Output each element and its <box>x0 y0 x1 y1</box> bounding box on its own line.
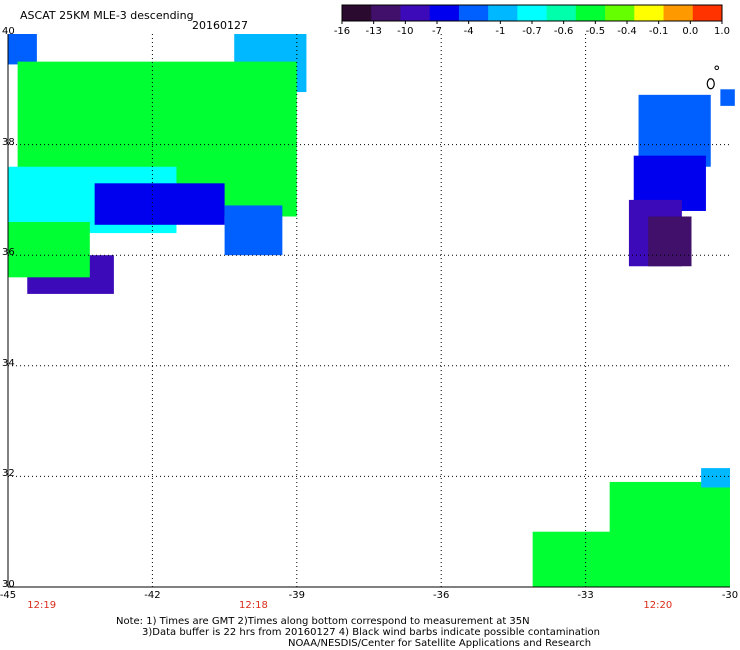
data-region-11 <box>648 216 692 267</box>
x-tick-label: -42 <box>144 590 161 601</box>
colorbar-segment <box>692 5 723 21</box>
wind-barb-dot <box>714 65 720 71</box>
colorbar-segment <box>429 5 460 21</box>
colorbar-segment <box>342 5 372 21</box>
colorbar-segment <box>605 5 635 21</box>
colorbar-label: -13 <box>365 26 382 37</box>
colorbar-label: -16 <box>333 26 351 37</box>
colorbar-label: 1.0 <box>714 26 730 37</box>
note-line-2: 3)Data buffer is 22 hrs from 20160127 4)… <box>142 627 600 638</box>
x-tick-label: -30 <box>721 590 739 601</box>
colorbar-label: -0.5 <box>585 26 606 37</box>
x-tick-label: -36 <box>433 590 450 601</box>
x-tick-label: -45 <box>0 590 17 601</box>
data-region-15 <box>701 468 730 488</box>
colorbar-label: -0.6 <box>553 26 574 37</box>
y-tick-label: 36 <box>2 247 15 259</box>
note-line-3: NOAA/NESDIS/Center for Satellite Applica… <box>288 638 592 649</box>
colorbar-segment <box>458 5 489 21</box>
colorbar-segment <box>488 5 518 21</box>
colorbar-label: -0.4 <box>617 26 637 37</box>
y-tick-label: 40 <box>2 26 15 37</box>
colorbar-label: 0.0 <box>682 26 699 37</box>
chart-date: 20160127 <box>192 19 248 32</box>
wind-barb <box>706 78 715 90</box>
colorbar-label: -1 <box>495 26 506 37</box>
data-region-12 <box>720 89 735 106</box>
data-region-5 <box>224 205 283 256</box>
y-tick-label: 34 <box>2 357 15 369</box>
time-label: 12:19 <box>27 600 57 611</box>
time-label: 12:18 <box>239 600 268 611</box>
y-tick-label: 38 <box>2 136 15 148</box>
data-region-14 <box>609 481 730 543</box>
x-tick-label: -33 <box>577 590 594 601</box>
colorbar-segment <box>517 5 548 21</box>
data-region-8 <box>638 94 711 167</box>
data-region-0 <box>8 34 37 65</box>
colorbar-segment <box>663 5 694 21</box>
colorbar-segment <box>400 5 431 21</box>
colorbar-segment <box>371 5 401 21</box>
y-tick-label: 30 <box>2 579 15 590</box>
colorbar-label: -7 <box>432 26 442 37</box>
colorbar-label: -0.1 <box>648 26 669 37</box>
colorbar-segment <box>546 5 577 21</box>
note-line-1: Note: 1) Times are GMT 2)Times along bot… <box>116 616 530 627</box>
chart-title: ASCAT 25KM MLE-3 descending <box>20 9 194 22</box>
y-tick-label: 32 <box>2 468 15 480</box>
data-region-7 <box>8 222 90 278</box>
data-region-4 <box>94 183 225 225</box>
colorbar-label: -4 <box>463 26 474 37</box>
time-label: 12:20 <box>643 600 673 611</box>
colorbar-label: -0.7 <box>522 26 542 37</box>
colorbar-label: -10 <box>397 26 414 37</box>
x-tick-label: -39 <box>288 590 305 601</box>
colorbar-segment <box>575 5 606 21</box>
colorbar-segment <box>634 5 665 21</box>
